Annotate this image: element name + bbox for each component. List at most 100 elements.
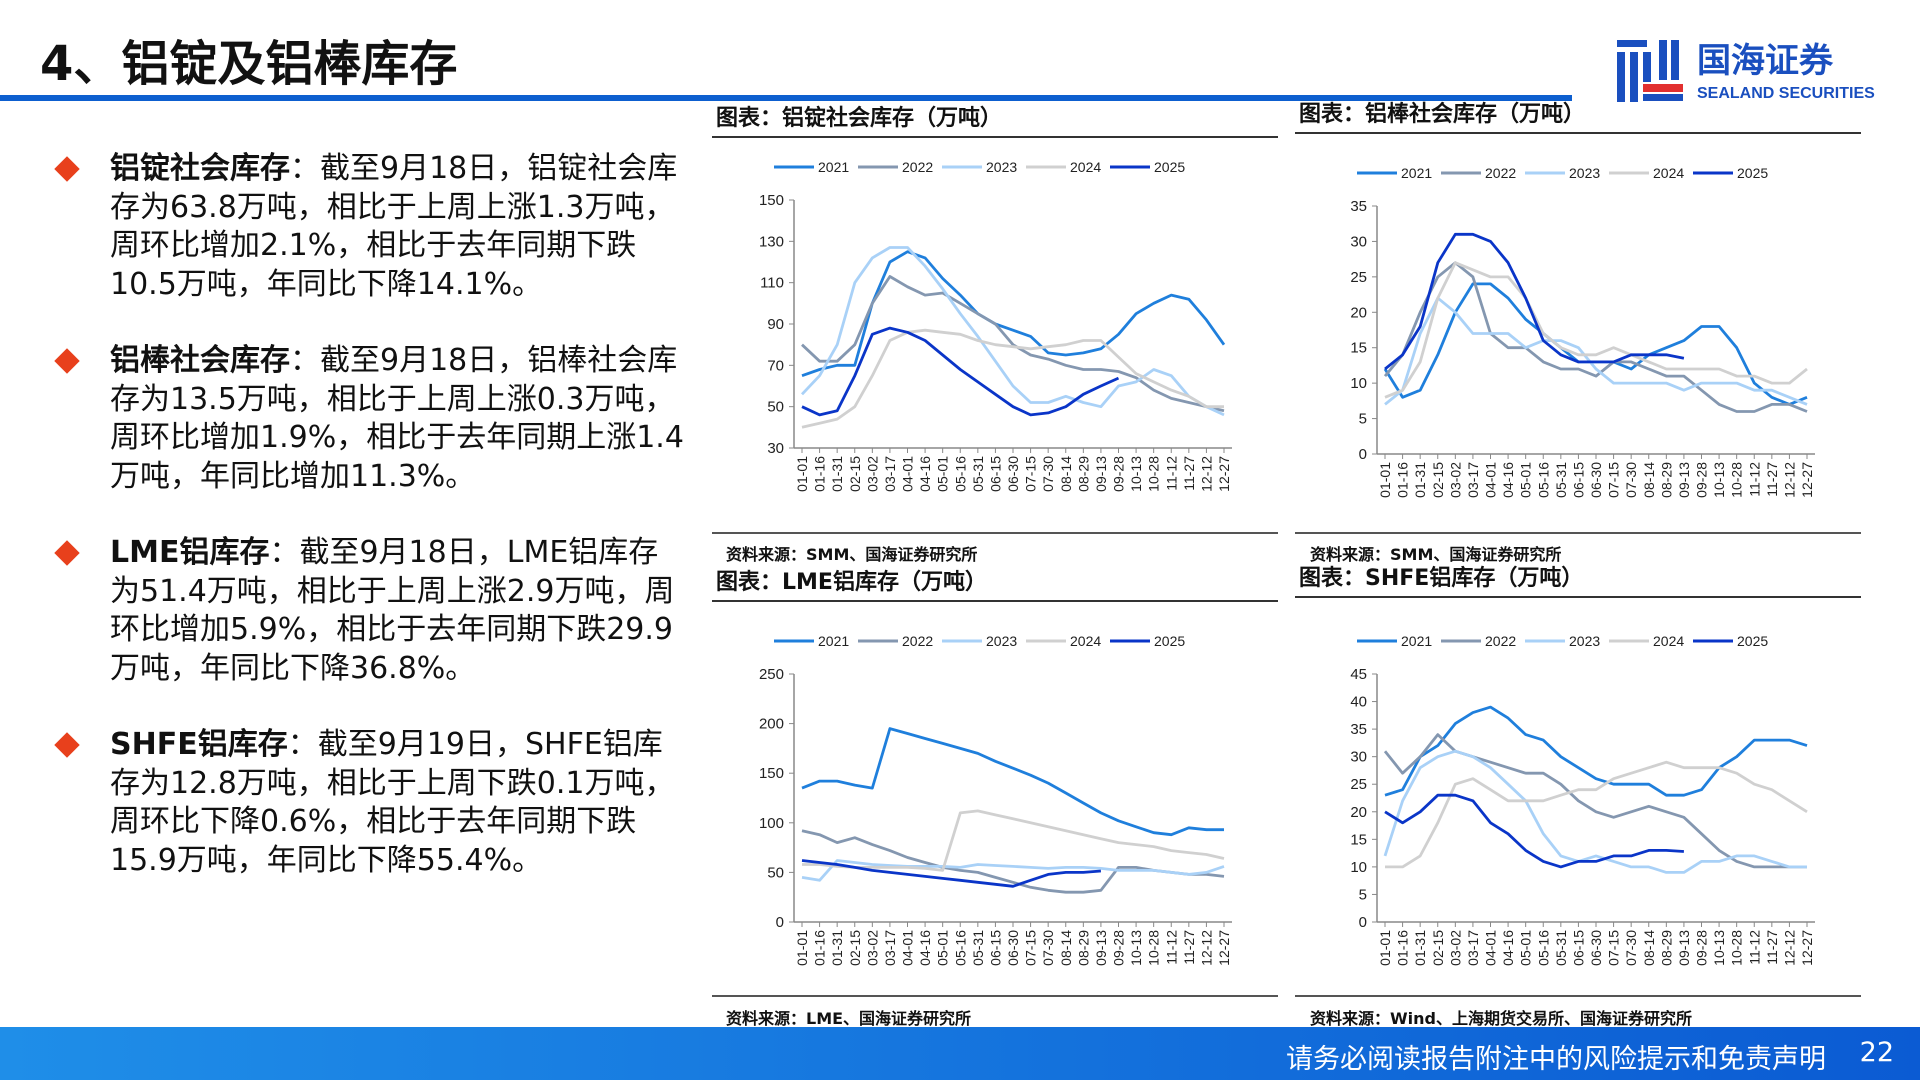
series-line-2021 (1384, 705, 1808, 797)
series-line-2023 (1384, 296, 1808, 406)
series-line-2023 (801, 859, 1225, 882)
y-tick-label: 250 (759, 666, 784, 683)
x-tick-label: 03-02 (1447, 930, 1463, 966)
series-line-2022 (801, 275, 1225, 413)
diamond-icon (54, 732, 80, 758)
x-tick-label: 04-01 (1483, 930, 1499, 966)
x-tick-label: 09-13 (1676, 930, 1692, 966)
chart-source: 资料来源：LME、国海证券研究所 (726, 1009, 972, 1028)
footer-bar: 请务必阅读报告附注中的风险提示和免责声明 22 (0, 1027, 1920, 1080)
bullet-text: ：截至9月18日，铝锭社会库存为63.8万吨，相比于上周上涨1.3万吨，周环比增… (110, 151, 678, 302)
legend-label-2025: 2025 (1154, 159, 1185, 175)
divider (1295, 995, 1861, 997)
series-line-2023 (1383, 749, 1807, 874)
x-tick-label: 05-16 (952, 456, 968, 492)
y-tick-label: 100 (759, 815, 784, 832)
x-tick-label: 04-16 (1500, 462, 1516, 498)
y-tick-label: 130 (759, 233, 784, 250)
legend-label-2023: 2023 (986, 633, 1017, 649)
x-tick-label: 10-28 (1146, 930, 1162, 966)
x-tick-label: 05-01 (1518, 462, 1534, 498)
x-tick-label: 02-15 (1430, 462, 1446, 498)
series-line-2024 (1384, 261, 1808, 399)
x-tick-label: 09-13 (1093, 456, 1109, 492)
svg-text:国海证券: 国海证券 (1697, 42, 1834, 80)
x-tick-label: 11-27 (1764, 462, 1780, 497)
x-tick-label: 10-28 (1729, 930, 1745, 966)
series-line-2024 (1385, 760, 1808, 869)
x-tick-label: 06-15 (987, 930, 1003, 966)
legend-label-2022: 2022 (1485, 165, 1516, 181)
legend-label-2021: 2021 (818, 633, 849, 649)
x-tick-label: 01-16 (1395, 930, 1411, 966)
x-tick-label: 09-28 (1111, 456, 1127, 492)
x-tick-label: 06-30 (1588, 462, 1604, 498)
series-line-2025 (801, 326, 1120, 417)
x-tick-label: 10-13 (1128, 456, 1144, 492)
y-tick-label: 0 (1359, 446, 1367, 463)
legend-label-2022: 2022 (902, 159, 933, 175)
x-tick-label: 01-16 (812, 456, 828, 492)
legend-label-2024: 2024 (1653, 165, 1684, 181)
x-tick-label: 08-14 (1641, 462, 1657, 498)
x-tick-label: 02-15 (847, 930, 863, 966)
y-tick-label: 50 (767, 864, 784, 881)
y-tick-label: 90 (767, 316, 784, 333)
x-tick-label: 09-28 (1694, 462, 1710, 498)
x-tick-label: 10-28 (1146, 456, 1162, 492)
chart-title: 图表：铝锭社会库存（万吨） (712, 104, 1278, 138)
disclaimer-link[interactable]: 请务必阅读报告附注中的风险提示和免责声明 (1286, 1044, 1826, 1075)
legend-label-2025: 2025 (1737, 633, 1768, 649)
x-tick-label: 06-15 (1570, 930, 1586, 966)
bullet-lme-stock: LME铝库存：截至9月18日，LME铝库存为51.4万吨，相比于上周上涨2.9万… (54, 534, 688, 688)
diamond-icon (54, 348, 80, 374)
x-tick-label: 01-31 (829, 930, 845, 966)
x-tick-label: 11-12 (1163, 930, 1179, 965)
x-tick-label: 12-27 (1799, 462, 1815, 498)
series-line-2024 (802, 809, 1225, 872)
y-tick-label: 40 (1350, 694, 1367, 711)
x-tick-label: 06-30 (1588, 930, 1604, 966)
y-tick-label: 0 (1359, 914, 1367, 931)
y-tick-label: 30 (1350, 749, 1367, 766)
bullet-text: ：截至9月18日，铝棒社会库存为13.5万吨，相比于上周上涨0.3万吨，周环比增… (110, 343, 684, 494)
bullet-text: ：截至9月18日，LME铝库存为51.4万吨，相比于上周上涨2.9万吨，周环比增… (110, 535, 675, 686)
legend-label-2025: 2025 (1737, 165, 1768, 181)
legend-label-2022: 2022 (1485, 633, 1516, 649)
x-tick-label: 01-16 (1395, 462, 1411, 498)
y-tick-label: 110 (760, 275, 784, 292)
x-tick-label: 01-01 (1377, 930, 1393, 966)
x-tick-label: 01-01 (1377, 462, 1393, 498)
y-tick-label: 20 (1350, 304, 1367, 321)
x-tick-label: 04-16 (917, 456, 933, 492)
chart-panel-lme: 图表：LME铝库存（万吨） 2021 2022 2023 2024 2025 0 50 100… (712, 568, 1278, 996)
y-tick-label: 25 (1350, 776, 1367, 793)
x-tick-label: 07-30 (1623, 930, 1639, 966)
x-tick-label: 03-02 (864, 456, 880, 492)
x-tick-label: 10-13 (1711, 462, 1727, 498)
x-tick-label: 08-29 (1075, 456, 1091, 492)
x-tick-label: 12-27 (1216, 930, 1232, 966)
x-tick-label: 05-01 (935, 930, 951, 966)
x-tick-label: 04-01 (1483, 462, 1499, 498)
x-tick-label: 12-27 (1799, 930, 1815, 966)
series-line-2021 (801, 727, 1224, 837)
chart-panel-rod: 图表：铝棒社会库存（万吨） 2021 2022 2023 2024 2025 0 5 10 15… (1295, 100, 1861, 528)
diamond-icon (54, 540, 80, 566)
y-tick-label: 10 (1350, 859, 1367, 876)
x-tick-label: 12-12 (1781, 930, 1797, 966)
x-tick-label: 05-01 (1518, 930, 1534, 966)
x-tick-label: 07-30 (1623, 462, 1639, 498)
x-tick-label: 02-15 (1430, 930, 1446, 966)
x-tick-label: 06-15 (987, 456, 1003, 492)
x-tick-label: 07-15 (1606, 930, 1622, 966)
bullet-label: 铝棒社会库存 (110, 343, 290, 378)
divider (712, 995, 1278, 997)
x-tick-label: 03-17 (1465, 462, 1481, 498)
y-tick-label: 30 (767, 440, 784, 457)
x-tick-label: 06-15 (1570, 462, 1586, 498)
series-line-2022 (801, 829, 1225, 894)
chart-ingot-stock: 2021 2022 2023 2024 2025 30 50 70 90 110 130 150 01-… (759, 159, 1232, 492)
y-tick-label: 5 (1359, 886, 1367, 903)
chart-title: 图表：LME铝库存（万吨） (712, 568, 1278, 602)
